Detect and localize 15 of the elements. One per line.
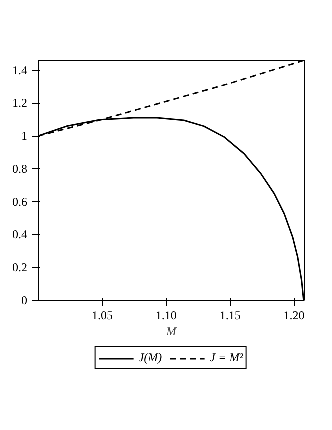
y-tick-label: 1.2 (12, 96, 28, 110)
y-tick-label: 1 (22, 129, 28, 144)
y-tick-label: 0.4 (12, 228, 28, 242)
y-tick-label: 1.4 (12, 63, 28, 78)
y-tick-label: 0.2 (12, 260, 28, 275)
x-tick-label: 1.05 (92, 308, 113, 322)
y-tick-label: 0.8 (12, 162, 28, 176)
legend-label: J = M² (210, 350, 244, 366)
legend-label: J(M) (138, 350, 162, 366)
y-tick-label: 0 (22, 294, 28, 308)
y-tick-label: 0.6 (12, 194, 28, 209)
x-axis-title: M (166, 324, 178, 338)
x-tick-label: 1.15 (220, 308, 241, 322)
x-tick-label: 1.10 (156, 308, 177, 322)
x-tick-label: 1.20 (284, 308, 305, 322)
